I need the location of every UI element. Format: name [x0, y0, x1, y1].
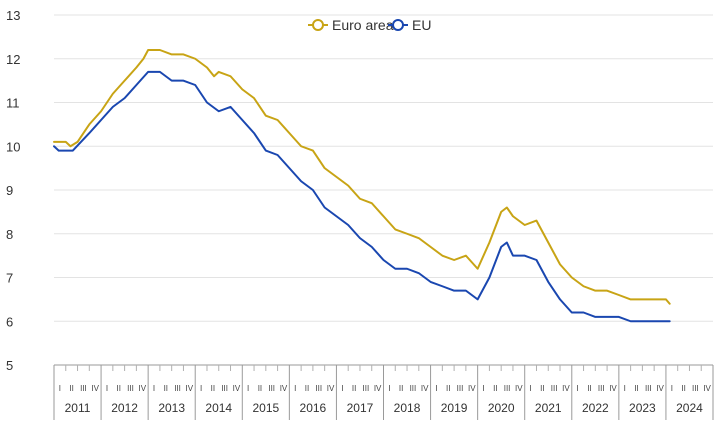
year-label: 2022 — [582, 401, 609, 415]
y-axis: 5 6 7 8 9 10 11 12 13 — [6, 8, 20, 373]
series-line-euro-area — [53, 49, 671, 305]
quarter-label: III — [551, 384, 558, 393]
quarter-label: II — [446, 384, 450, 393]
year-label: 2012 — [111, 401, 138, 415]
y-tick-label: 6 — [6, 314, 13, 329]
year-label: 2023 — [629, 401, 656, 415]
quarter-label: I — [247, 384, 249, 393]
quarter-label: III — [174, 384, 181, 393]
quarter-label: IV — [609, 384, 617, 393]
quarter-label: I — [106, 384, 108, 393]
quarter-label: I — [59, 384, 61, 393]
quarter-label: IV — [280, 384, 288, 393]
y-tick-label: 12 — [6, 52, 20, 67]
quarter-label: IV — [468, 384, 476, 393]
year-label: 2024 — [676, 401, 703, 415]
quarter-label: IV — [374, 384, 382, 393]
quarter-label: IV — [656, 384, 664, 393]
quarter-label: II — [352, 384, 356, 393]
quarter-label: I — [624, 384, 626, 393]
quarter-label: IV — [138, 384, 146, 393]
year-label: 2021 — [535, 401, 562, 415]
legend-label: Euro area — [332, 17, 394, 33]
gridlines — [54, 14, 713, 322]
year-label: 2013 — [158, 401, 185, 415]
y-tick-label: 13 — [6, 8, 20, 23]
y-tick-label: 7 — [6, 271, 13, 286]
quarter-label: II — [116, 384, 120, 393]
quarter-label: II — [164, 384, 168, 393]
legend-marker — [392, 19, 404, 31]
year-label: 2020 — [488, 401, 515, 415]
quarter-label: III — [645, 384, 652, 393]
year-label: 2019 — [441, 401, 468, 415]
y-tick-label: 8 — [6, 227, 13, 242]
quarter-label: I — [341, 384, 343, 393]
y-tick-label: 11 — [6, 96, 20, 111]
quarter-label: IV — [703, 384, 711, 393]
year-label: 2014 — [205, 401, 232, 415]
quarter-label: IV — [421, 384, 429, 393]
quarter-label: III — [692, 384, 699, 393]
quarter-label: I — [388, 384, 390, 393]
quarter-label: II — [211, 384, 215, 393]
series-line-eu — [53, 70, 671, 323]
quarter-label: III — [457, 384, 464, 393]
quarter-label: II — [258, 384, 262, 393]
quarter-label: IV — [515, 384, 523, 393]
year-label: 2015 — [252, 401, 279, 415]
quarter-label: IV — [327, 384, 335, 393]
quarter-label: I — [294, 384, 296, 393]
quarter-label: II — [69, 384, 73, 393]
quarter-label: II — [493, 384, 497, 393]
quarter-label: I — [671, 384, 673, 393]
legend-label: EU — [412, 17, 431, 33]
legend-marker — [312, 19, 324, 31]
quarter-label: IV — [233, 384, 241, 393]
quarter-label: IV — [186, 384, 194, 393]
quarter-label: IV — [562, 384, 570, 393]
year-label: 2011 — [65, 401, 91, 415]
quarter-label: I — [529, 384, 531, 393]
quarter-label: III — [598, 384, 605, 393]
quarter-label: II — [305, 384, 309, 393]
y-tick-label: 5 — [6, 358, 13, 373]
quarter-label: I — [200, 384, 202, 393]
year-label: 2018 — [394, 401, 421, 415]
series-lines — [53, 49, 671, 323]
y-tick-label: 10 — [6, 139, 20, 154]
quarter-label: III — [221, 384, 228, 393]
quarter-label: II — [587, 384, 591, 393]
legend: Euro area EU — [308, 17, 431, 33]
year-label: 2016 — [300, 401, 327, 415]
quarter-label: I — [577, 384, 579, 393]
year-label: 2017 — [347, 401, 374, 415]
quarter-label: I — [435, 384, 437, 393]
quarter-label: II — [540, 384, 544, 393]
quarter-label: IV — [91, 384, 99, 393]
quarter-label: I — [153, 384, 155, 393]
quarter-label: II — [634, 384, 638, 393]
quarter-label: III — [504, 384, 511, 393]
quarter-label: III — [315, 384, 322, 393]
quarter-label: III — [363, 384, 370, 393]
quarter-label: II — [399, 384, 403, 393]
quarter-label: III — [127, 384, 134, 393]
y-tick-label: 9 — [6, 183, 13, 198]
quarter-label: III — [268, 384, 275, 393]
quarter-label: II — [681, 384, 685, 393]
quarter-label: I — [482, 384, 484, 393]
quarter-label: III — [410, 384, 417, 393]
quarter-label: III — [80, 384, 87, 393]
